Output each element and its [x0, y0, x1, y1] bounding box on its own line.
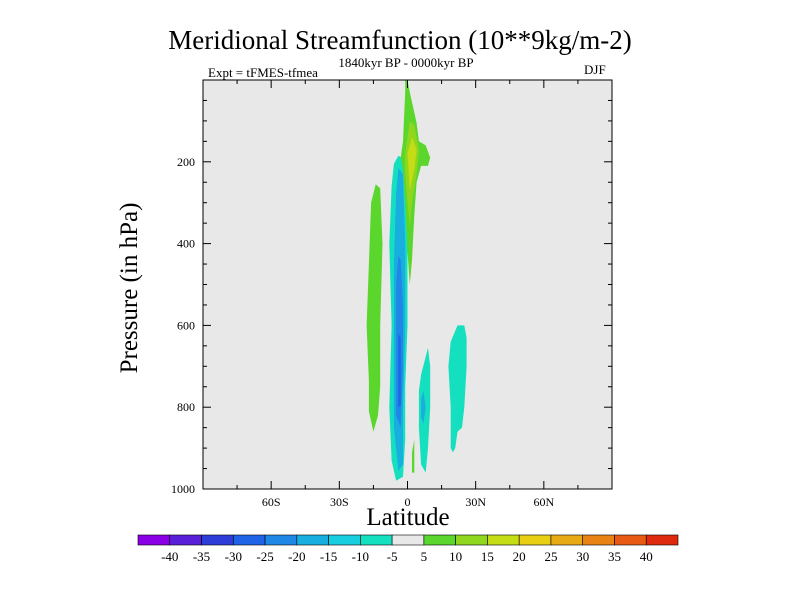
colorbar-swatch [201, 534, 234, 546]
contour-region-southern-positive-cell [366, 184, 383, 432]
y-tick-label: 200 [177, 155, 195, 169]
colorbar-label: -35 [193, 549, 210, 564]
colorbar-label: 30 [576, 549, 589, 564]
colorbar-label: -10 [352, 549, 369, 564]
colorbar-swatch [455, 534, 488, 546]
experiment-label: Expt = tFMES-tfmea [208, 65, 318, 80]
colorbar-label: 10 [449, 549, 462, 564]
colorbar-label: 25 [544, 549, 557, 564]
colorbar-swatch [518, 534, 552, 546]
x-tick-label: 30N [465, 495, 486, 509]
colorbar-swatch [232, 534, 266, 546]
colorbar-label: -15 [320, 549, 337, 564]
contour-region-main-negative-core-inner [398, 333, 401, 408]
colorbar-label: 15 [481, 549, 494, 564]
contour-region-small-positive-blob [412, 439, 415, 473]
colorbar-label: -20 [288, 549, 305, 564]
x-axis-title: Latitude [366, 504, 450, 531]
season-label: DJF [584, 62, 606, 77]
colorbar-swatch [264, 534, 298, 546]
colorbar-swatch [614, 534, 647, 546]
colorbar-label: 5 [421, 549, 428, 564]
chart-title: Meridional Streamfunction (10**9kg/m-2) [168, 25, 632, 55]
colorbar-label: -40 [161, 549, 178, 564]
contour-region-central-negative-core [421, 390, 426, 424]
y-tick-label: 600 [177, 318, 195, 332]
contour-region-upper-positive-plume [400, 80, 431, 285]
colorbar-swatch [645, 534, 679, 546]
colorbar-swatch [328, 534, 361, 546]
x-tick-label: 60N [533, 495, 554, 509]
colorbar-label: -25 [256, 549, 273, 564]
colorbar-swatch [137, 534, 171, 546]
colorbar-swatch [582, 534, 615, 546]
colorbar-swatch [423, 534, 456, 546]
colorbar-swatch [169, 534, 202, 546]
contour-region-northern-negative-cell [448, 325, 467, 453]
colorbar-label: -30 [225, 549, 242, 564]
y-tick-label: 400 [177, 237, 195, 251]
colorbar-swatch [391, 534, 425, 546]
y-tick-label: 800 [177, 400, 195, 414]
colorbar-label: 20 [513, 549, 526, 564]
y-tick-label: 1000 [171, 482, 195, 496]
x-tick-label: 30S [330, 495, 349, 509]
x-tick-label: 60S [262, 495, 281, 509]
x-tick-label: 0 [405, 495, 411, 509]
colorbar-label: 35 [608, 549, 621, 564]
colorbar-swatch [487, 534, 520, 546]
time-range-label: 1840kyr BP - 0000kyr BP [338, 55, 474, 70]
colorbar-label: -5 [387, 549, 398, 564]
y-axis-title: Pressure (in hPa) [116, 202, 143, 374]
colorbar-swatch [550, 534, 584, 546]
colorbar-label: 40 [640, 549, 653, 564]
contour-region-upper-positive-plume-15 [407, 137, 417, 191]
colorbar-swatch [360, 534, 393, 546]
colorbar-swatch [296, 534, 329, 546]
